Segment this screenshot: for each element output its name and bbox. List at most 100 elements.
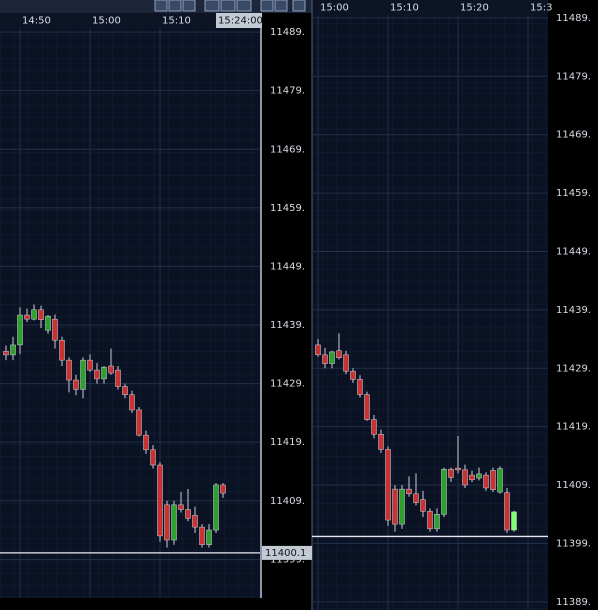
candle-body (350, 370, 356, 380)
y-tick-label: 11409. (556, 480, 591, 491)
candle-body (31, 309, 37, 320)
candle-body (150, 449, 156, 466)
candle-body (483, 474, 489, 489)
y-tick-label: 11479. (270, 86, 305, 97)
price-axis (262, 13, 312, 598)
y-tick-label: 11419. (270, 437, 305, 448)
candle-body (80, 359, 86, 390)
candle-body (52, 318, 58, 341)
y-tick-label: 11419. (556, 422, 591, 433)
candle-body (24, 314, 30, 320)
y-tick-label: 11449. (270, 261, 305, 272)
candle-body (399, 488, 405, 525)
y-tick-label: 11399. (556, 538, 591, 549)
candle-body (87, 359, 93, 371)
candle-body (357, 379, 363, 395)
candle-body (329, 351, 335, 364)
y-tick-label: 11439. (556, 305, 591, 316)
candle-body (185, 509, 191, 519)
y-tick-label: 11389. (556, 597, 591, 608)
candle-body (213, 484, 219, 531)
x-tick-label: 15:10 (162, 16, 191, 27)
candle-body (45, 315, 51, 331)
candle-body (441, 469, 447, 515)
candle-body (427, 511, 433, 530)
candle-body (462, 469, 468, 486)
y-tick-label: 11469. (556, 130, 591, 141)
candle-body (143, 434, 149, 451)
candle-body (371, 419, 377, 435)
y-tick-label: 11479. (556, 71, 591, 82)
candle-body (66, 359, 72, 381)
candle-body (315, 344, 321, 356)
toolbar-buttons[interactable] (154, 0, 306, 12)
candle-body (413, 493, 419, 503)
candle-body (129, 394, 135, 411)
candle-body (511, 511, 517, 531)
price-axis (548, 0, 598, 610)
candle-body (17, 314, 23, 346)
y-tick-label: 11439. (270, 320, 305, 331)
candle-body (171, 504, 177, 541)
candle-body (322, 354, 328, 364)
x-tick-label: 15:00 (320, 3, 349, 14)
candle-body (504, 492, 510, 531)
plot (312, 15, 548, 610)
candle-body (406, 488, 412, 495)
x-tick-label: 15:10 (390, 3, 419, 14)
y-tick-label: 11449. (556, 246, 591, 257)
candle-body (178, 504, 184, 510)
candle-body (469, 474, 475, 481)
y-tick-label: 11429. (556, 363, 591, 374)
candle-body (220, 484, 226, 494)
candle-body (199, 526, 205, 545)
plot (0, 28, 260, 598)
candle-body (38, 309, 44, 320)
candle-body (476, 473, 482, 479)
x-tick-label: 15:20 (460, 3, 489, 14)
candle-body (490, 470, 496, 490)
price-label: 11400.1 (265, 548, 306, 559)
time-bar (312, 0, 548, 15)
candle-body (94, 369, 100, 380)
bottom-strip (0, 598, 312, 610)
y-tick-label: 11469. (270, 144, 305, 155)
y-tick-label: 11489. (270, 27, 305, 38)
x-tick-label: 15:00 (92, 16, 121, 27)
cursor-label-box (216, 13, 262, 28)
candle-body (3, 351, 9, 356)
candle-body (122, 386, 128, 395)
candle-body (157, 464, 163, 537)
candle-body (455, 467, 461, 471)
candle-body (164, 504, 170, 541)
candle-body (448, 469, 454, 478)
y-tick-label: 11429. (270, 379, 305, 390)
candle-body (192, 515, 198, 528)
price-label-box (262, 545, 312, 560)
candle-body (497, 468, 503, 493)
candle-body (392, 488, 398, 525)
y-tick-label: 11489. (556, 13, 591, 24)
y-tick-label: 11459. (270, 203, 305, 214)
candle-body (10, 344, 16, 356)
y-tick-label: 11409. (270, 496, 305, 507)
x-tick-label: 15:3 (530, 3, 552, 14)
candle-body (73, 379, 79, 390)
candle-body (206, 529, 212, 545)
candle-body (378, 433, 384, 450)
candle-body (59, 339, 65, 361)
time-bar (0, 13, 260, 28)
candle-body (385, 449, 391, 521)
y-tick-label: 11459. (556, 188, 591, 199)
candle-body (364, 394, 370, 420)
x-tick-label: 14:50 (22, 16, 51, 27)
candle-body (136, 409, 142, 436)
candle-body (108, 365, 114, 374)
separator (260, 13, 262, 598)
candle-body (336, 350, 342, 359)
candle-body (343, 354, 349, 372)
candle-body (115, 369, 121, 387)
candle-body (101, 366, 107, 380)
